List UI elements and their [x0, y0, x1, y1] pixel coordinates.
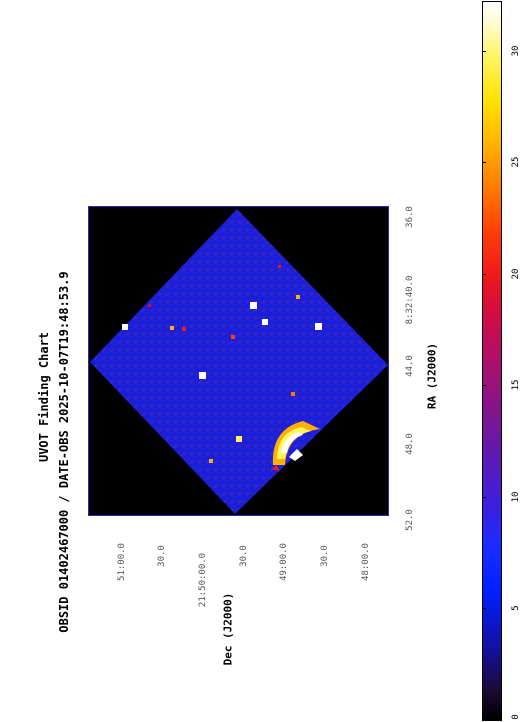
sky-image-svg [90, 209, 388, 514]
source-star [122, 324, 128, 330]
colorbar-tick-mark [482, 608, 486, 609]
dec-tick: 21:50:00.0 [198, 552, 208, 608]
colorbar-tick-mark [482, 51, 486, 52]
dec-tick: 51:00.0 [117, 543, 127, 581]
source-star [182, 327, 186, 331]
sources [122, 265, 322, 463]
ra-tick: 8:32:40.0 [405, 275, 415, 325]
dec-tick: 30.0 [320, 545, 330, 567]
dec-tick: 48:00.0 [361, 543, 371, 581]
colorbar-tick-mark [482, 274, 486, 275]
finding-chart-image [88, 206, 389, 516]
colorbar-tick-mark [482, 720, 486, 721]
source-star [291, 392, 295, 396]
source-star [278, 265, 281, 268]
source-star [170, 326, 174, 330]
source-star [262, 319, 268, 325]
dec-axis-label: Dec (J2000) [221, 592, 235, 666]
dec-tick: 30.0 [157, 545, 167, 567]
chart-title: UVOT Finding Chart [37, 331, 51, 463]
source-star [148, 304, 151, 307]
dec-tick: 49:00.0 [279, 543, 289, 581]
chart-subtitle: OBSID 01402467000 / DATE-OBS 2025-10-07T… [57, 271, 71, 633]
source-star [296, 295, 300, 299]
colorbar-tick-mark [482, 162, 486, 163]
colorbar-tick-mark [482, 385, 486, 386]
dec-tick: 30.0 [239, 545, 249, 567]
colorbar-tick-label: 15 [511, 379, 521, 391]
colorbar-tick-label: 10 [511, 491, 521, 503]
colorbar-tick-label: 30 [511, 45, 521, 57]
ra-axis-label: RA (J2000) [425, 342, 439, 410]
colorbar-tick-label: 20 [511, 268, 521, 280]
ra-tick: 52.0 [405, 509, 415, 531]
colorbar-tick-label: 0 [511, 714, 521, 720]
colorbar-tick-mark [482, 497, 486, 498]
source-star [231, 335, 235, 339]
colorbar-tick-label: 5 [511, 605, 521, 611]
ra-tick: 36.0 [405, 206, 415, 228]
colorbar [482, 1, 502, 721]
ra-tick: 44.0 [405, 355, 415, 377]
source-star [250, 302, 257, 309]
source-star [236, 436, 242, 442]
source-star [199, 372, 206, 379]
bright-arc [271, 421, 320, 471]
exposure-region [90, 209, 388, 514]
source-star [315, 323, 322, 330]
ra-tick: 48.0 [405, 433, 415, 455]
colorbar-tick-label: 25 [511, 156, 521, 168]
source-star [209, 459, 213, 463]
